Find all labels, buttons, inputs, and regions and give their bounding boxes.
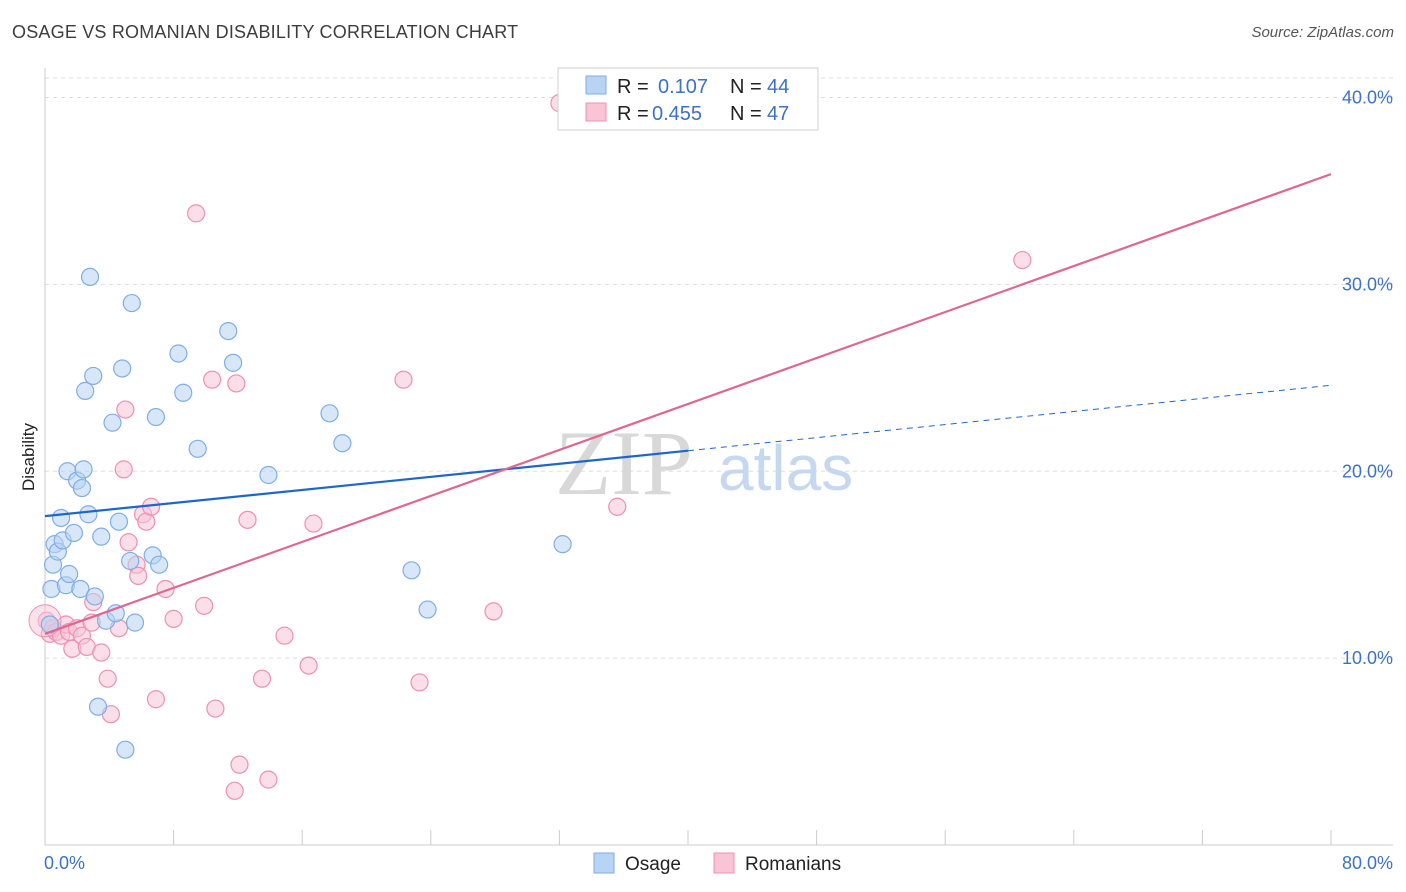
romanians-trend-line xyxy=(44,173,1332,635)
axes xyxy=(44,68,1393,846)
romanians-point xyxy=(1013,250,1032,270)
series-legend: Osage Romanians xyxy=(593,852,841,875)
osage-point xyxy=(259,465,278,485)
osage-point xyxy=(60,564,79,584)
osage-point xyxy=(79,505,98,524)
osage-point xyxy=(88,697,108,716)
osage-point xyxy=(146,407,166,427)
y-tick-labels: 10.0% 20.0% 30.0% 40.0% xyxy=(1342,88,1393,669)
romanians-point xyxy=(206,699,225,718)
osage-point xyxy=(402,561,421,580)
grid-lines xyxy=(45,77,1393,659)
romanians-point xyxy=(129,566,148,586)
osage-point xyxy=(103,413,122,432)
osage-point xyxy=(84,366,103,386)
osage-point xyxy=(122,293,141,313)
legend-r-value-2: 0.455 xyxy=(652,103,702,125)
romanians-points xyxy=(28,94,1032,800)
source-label: Source: ZipAtlas.com xyxy=(1251,24,1394,41)
bottom-legend-osage-swatch xyxy=(593,852,615,874)
y-tick-label: 20.0% xyxy=(1342,461,1393,481)
stats-legend: R = 0.107 N = 44 R = 0.455 N = 47 xyxy=(557,67,819,131)
osage-point xyxy=(150,555,169,574)
romanians-point xyxy=(195,596,214,615)
romanians-point xyxy=(92,643,111,662)
osage-point xyxy=(64,523,84,543)
romanians-point xyxy=(227,374,246,393)
romanians-point xyxy=(187,204,206,223)
osage-points xyxy=(40,267,572,759)
osage-point xyxy=(121,551,140,571)
osage-point xyxy=(109,512,129,531)
watermark-atlas: atlas xyxy=(718,432,853,504)
romanians-point xyxy=(410,673,429,692)
osage-point xyxy=(125,613,145,632)
legend-romanians-swatch xyxy=(585,102,607,122)
romanians-point xyxy=(275,626,294,645)
romanians-point xyxy=(608,497,627,516)
romanians-point xyxy=(484,602,503,621)
osage-point xyxy=(169,344,188,363)
legend-n-label-1: N = xyxy=(730,76,762,98)
romanians-point xyxy=(238,510,257,529)
legend-n-value-1: 44 xyxy=(767,76,789,98)
legend-osage-swatch xyxy=(585,75,607,95)
osage-point xyxy=(418,600,437,619)
legend-n-label-2: N = xyxy=(730,103,762,125)
legend-r-label-1: R = xyxy=(617,76,649,98)
osage-point xyxy=(174,383,193,402)
osage-point xyxy=(80,267,100,286)
bottom-legend-osage-label: Osage xyxy=(625,854,681,875)
osage-point xyxy=(71,579,90,599)
bottom-legend-romanians-swatch xyxy=(713,852,735,874)
x-tick-min: 0.0% xyxy=(44,853,85,873)
romanians-point xyxy=(114,460,133,479)
romanians-point xyxy=(203,370,222,389)
romanians-point xyxy=(394,370,413,389)
romanians-point xyxy=(98,669,117,688)
osage-point xyxy=(219,321,238,341)
osage-point xyxy=(188,439,207,458)
osage-point xyxy=(333,434,352,453)
y-tick-label: 10.0% xyxy=(1342,648,1393,668)
romanians-point xyxy=(259,770,278,789)
romanians-point xyxy=(252,669,272,688)
osage-point xyxy=(116,740,135,759)
romanians-point xyxy=(299,656,318,675)
legend-n-value-2: 47 xyxy=(767,103,789,125)
legend-r-label-2: R = xyxy=(617,103,649,125)
osage-point xyxy=(92,527,111,546)
x-tick-max: 80.0% xyxy=(1342,853,1393,873)
bottom-legend-romanians-label: Romanians xyxy=(745,854,841,875)
romanians-point xyxy=(304,514,323,533)
osage-point xyxy=(320,404,339,423)
watermark-zip: ZIP xyxy=(555,412,693,514)
trend-lines xyxy=(44,173,1332,635)
romanians-point xyxy=(119,533,138,552)
romanians-point xyxy=(164,609,183,628)
osage-point xyxy=(113,359,132,378)
osage-point xyxy=(76,381,95,400)
osage-trend-line xyxy=(44,449,689,518)
osage-point xyxy=(74,460,93,479)
romanians-point xyxy=(230,755,249,774)
romanians-point xyxy=(116,400,135,419)
osage-trend-extension xyxy=(687,384,1332,452)
legend-r-value-1: 0.107 xyxy=(658,76,708,98)
y-tick-label: 40.0% xyxy=(1342,88,1393,108)
romanians-point xyxy=(146,690,166,709)
y-tick-label: 30.0% xyxy=(1342,274,1393,294)
osage-point xyxy=(72,478,92,498)
y-axis-label: Disability xyxy=(19,422,38,491)
osage-point xyxy=(51,508,71,528)
osage-point xyxy=(223,353,243,372)
osage-point xyxy=(85,587,104,606)
romanians-point xyxy=(225,781,244,800)
chart-title: OSAGE VS ROMANIAN DISABILITY CORRELATION… xyxy=(12,22,519,42)
osage-point xyxy=(553,535,572,554)
